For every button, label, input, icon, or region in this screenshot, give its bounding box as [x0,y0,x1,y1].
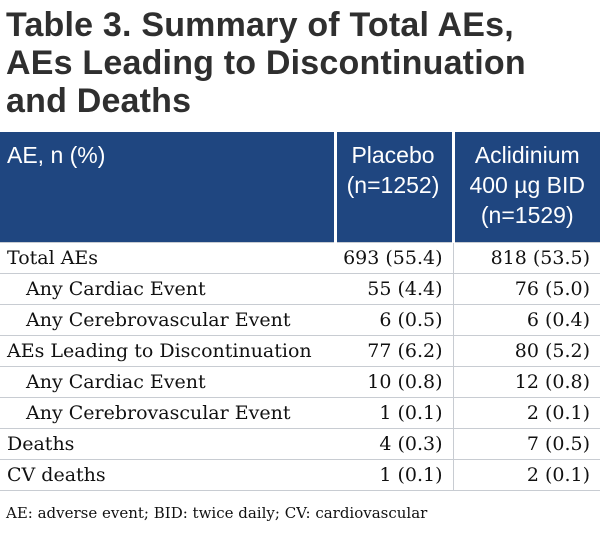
header-aclidinium: Aclidinium 400 µg BID (n=1529) [451,132,600,243]
header-placebo-line-1: Placebo [351,142,435,168]
table-row: AEs Leading to Discontinuation 77 (6.2) … [0,335,600,367]
cell-aclidinium: 76 (5.0) [452,273,600,305]
header-aclidinium-line-3: (n=1529) [480,202,574,228]
table-row: Any Cerebrovascular Event 6 (0.5) 6 (0.4… [0,304,600,336]
table-title-line-3: and Deaths [6,82,192,120]
table-title-line-2: AEs Leading to Discontinuation [6,44,526,82]
cell-aclidinium: 12 (0.8) [452,366,600,398]
cell-aclidinium: 80 (5.2) [452,335,600,367]
table-row: CV deaths 1 (0.1) 2 (0.1) [0,459,600,491]
row-label-discontinuation: AEs Leading to Discontinuation [0,335,335,367]
row-label-cerebrovascular: Any Cerebrovascular Event [0,304,335,336]
row-label-cardiac: Any Cardiac Event [0,366,335,398]
cell-aclidinium: 7 (0.5) [452,428,600,460]
header-aclidinium-line-1: Aclidinium [474,142,580,168]
header-row: AE, n (%) Placebo (n=1252) Aclidinium 40… [0,132,600,243]
cell-placebo: 6 (0.5) [335,304,453,336]
header-placebo: Placebo (n=1252) [333,132,453,243]
cell-aclidinium: 2 (0.1) [452,459,600,491]
row-label-cerebrovascular: Any Cerebrovascular Event [0,397,335,429]
row-label-deaths: Deaths [0,428,335,460]
table-title-line-1: Table 3. Summary of Total AEs, [6,6,514,44]
header-placebo-line-2: (n=1252) [346,172,440,198]
table-body: Total AEs 693 (55.4) 818 (53.5) Any Card… [0,242,600,491]
header-aclidinium-line-2: 400 µg BID [469,172,586,198]
row-label-total-aes: Total AEs [0,242,335,274]
table-row: Deaths 4 (0.3) 7 (0.5) [0,428,600,460]
table-row: Any Cerebrovascular Event 1 (0.1) 2 (0.1… [0,397,600,429]
table-header: AE, n (%) Placebo (n=1252) Aclidinium 40… [0,132,600,243]
cell-aclidinium: 6 (0.4) [452,304,600,336]
table-row: Any Cardiac Event 10 (0.8) 12 (0.8) [0,366,600,398]
cell-aclidinium: 2 (0.1) [452,397,600,429]
ae-summary-table: AE, n (%) Placebo (n=1252) Aclidinium 40… [0,132,600,491]
row-label-cardiac: Any Cardiac Event [0,273,335,305]
table-footnote: AE: adverse event; BID: twice daily; CV:… [6,504,428,522]
cell-placebo: 77 (6.2) [335,335,453,367]
table-row: Any Cardiac Event 55 (4.4) 76 (5.0) [0,273,600,305]
cell-placebo: 693 (55.4) [335,242,453,274]
cell-placebo: 10 (0.8) [335,366,453,398]
cell-placebo: 1 (0.1) [335,397,453,429]
cell-placebo: 1 (0.1) [335,459,453,491]
table-row: Total AEs 693 (55.4) 818 (53.5) [0,242,600,274]
row-label-cv-deaths: CV deaths [0,459,335,491]
table-title: Table 3. Summary of Total AEs, AEs Leadi… [6,6,600,120]
cell-placebo: 4 (0.3) [335,428,453,460]
header-ae-label: AE, n (%) [7,142,106,168]
cell-aclidinium: 818 (53.5) [452,242,600,274]
header-ae: AE, n (%) [0,132,335,243]
cell-placebo: 55 (4.4) [335,273,453,305]
